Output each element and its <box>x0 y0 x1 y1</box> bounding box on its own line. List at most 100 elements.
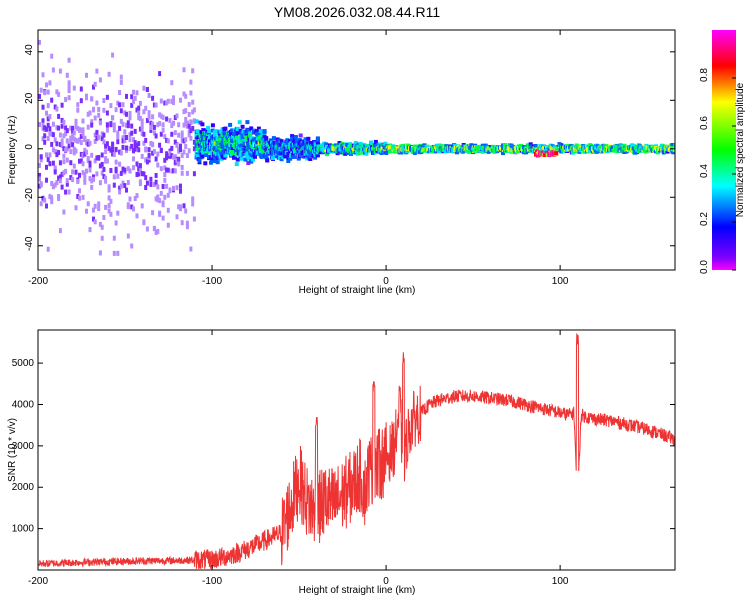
heatmap-cell <box>123 129 127 135</box>
heatmap-cell <box>294 139 299 144</box>
heatmap-cell <box>55 106 59 112</box>
heatmap-cell <box>74 137 78 143</box>
heatmap-cell <box>138 116 142 121</box>
heatmap-cell <box>121 180 125 186</box>
heatmap-cell <box>315 142 320 147</box>
heatmap-cell <box>192 139 196 145</box>
heatmap-cell <box>45 152 48 158</box>
heatmap-cell <box>128 111 132 116</box>
heatmap-cell <box>60 138 64 144</box>
heatmap-cell <box>102 166 106 172</box>
heatmap-cell <box>72 147 76 153</box>
heatmap-cell <box>133 146 137 152</box>
heatmap-cell <box>81 194 85 200</box>
heatmap-cell <box>165 100 169 106</box>
heatmap-cell <box>163 194 167 200</box>
heatmap-cell <box>100 170 104 176</box>
heatmap-cell <box>215 160 220 165</box>
heatmap-cell <box>180 164 184 170</box>
heatmap-cell <box>97 106 101 112</box>
heatmap-cell <box>179 204 182 210</box>
heatmap-cell <box>289 139 294 144</box>
heatmap-cell <box>50 180 54 186</box>
heatmap-cell <box>151 210 155 216</box>
heatmap-cell <box>88 167 92 173</box>
heatmap-cell <box>179 183 182 189</box>
heatmap-cell <box>78 137 81 143</box>
heatmap-cell <box>98 120 102 126</box>
snr-x-tick-label: -200 <box>28 576 48 587</box>
heatmap-cell <box>156 151 160 157</box>
heatmap-cell <box>251 157 256 162</box>
heatmap-cell <box>125 187 128 193</box>
heatmap-cell <box>119 74 123 80</box>
heatmap-cell <box>130 243 134 249</box>
heatmap-cell <box>62 133 66 139</box>
heatmap-cell <box>81 127 85 133</box>
heatmap-cell <box>228 122 233 127</box>
heatmap-cell <box>177 204 181 210</box>
heatmap-cell <box>173 115 177 120</box>
heatmap-cell <box>88 176 92 182</box>
heatmap-cell <box>65 128 69 134</box>
heatmap-cell <box>46 246 50 252</box>
heatmap-cell <box>102 139 106 145</box>
heatmap-cell <box>121 121 125 127</box>
heatmap-cell <box>85 93 88 99</box>
heatmap-cell <box>39 157 43 163</box>
heatmap-cell <box>79 133 83 139</box>
heatmap-cell <box>38 39 41 45</box>
heatmap-cell <box>74 169 78 175</box>
heatmap-x-axis: -200 -100 0 100 <box>28 30 569 287</box>
heatmap-cell <box>126 123 130 129</box>
heatmap-cell <box>98 250 102 256</box>
heatmap-cell <box>114 168 118 174</box>
heatmap-cell <box>83 175 87 181</box>
heatmap-cell <box>98 163 102 169</box>
heatmap-cell <box>151 150 155 156</box>
heatmap-cell <box>71 142 75 148</box>
heatmap-cell <box>105 94 109 100</box>
heatmap-cell <box>81 161 85 167</box>
heatmap-cell <box>72 150 76 156</box>
heatmap-cell <box>180 133 184 139</box>
heatmap-cell <box>132 156 135 162</box>
heatmap-cell <box>60 102 64 108</box>
heatmap-cell <box>149 127 153 133</box>
heatmap-cell <box>62 146 66 152</box>
heatmap-cell <box>673 143 675 148</box>
heatmap-cell <box>92 216 95 222</box>
heatmap-cell <box>189 128 193 134</box>
heatmap-cell <box>83 171 87 177</box>
heatmap-cell <box>264 136 269 141</box>
snr-y-tick-label: 4000 <box>12 399 35 410</box>
heatmap-cell <box>79 128 83 133</box>
heatmap-cell <box>85 149 88 155</box>
heatmap-cell <box>144 175 148 181</box>
heatmap-cell <box>90 122 94 128</box>
heatmap-cell <box>121 102 125 108</box>
heatmap-cell <box>412 150 417 155</box>
heatmap-cell <box>55 125 59 131</box>
heatmap-cell <box>118 90 122 95</box>
heatmap-cell <box>140 171 144 177</box>
heatmap-cell <box>51 147 55 153</box>
heatmap-cell <box>149 181 153 187</box>
heatmap-cell <box>170 80 174 86</box>
heatmap-cell <box>138 126 142 132</box>
heatmap-cell <box>119 150 123 156</box>
heatmap-cell <box>107 145 111 151</box>
heatmap-cell <box>308 157 313 161</box>
heatmap-y-label: Frequency (Hz) <box>7 116 18 185</box>
heatmap-cell <box>92 176 95 182</box>
heatmap-cell <box>235 157 240 162</box>
heatmap-cell <box>69 125 73 131</box>
heatmap-cell <box>128 168 132 174</box>
heatmap-cell <box>185 220 189 226</box>
heatmap-cell <box>271 136 276 141</box>
heatmap-cell <box>43 139 47 145</box>
heatmap-cell <box>57 196 61 201</box>
heatmap-cell <box>262 129 267 134</box>
heatmap-cell <box>130 204 134 210</box>
